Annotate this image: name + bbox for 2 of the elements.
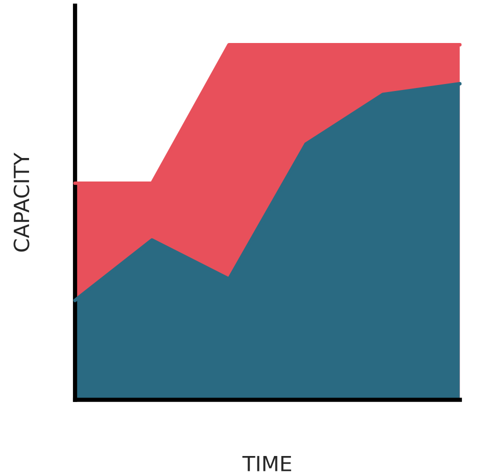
- x-axis-title: TIME: [242, 456, 292, 472]
- y-axis-title: CAPACITY: [14, 152, 30, 252]
